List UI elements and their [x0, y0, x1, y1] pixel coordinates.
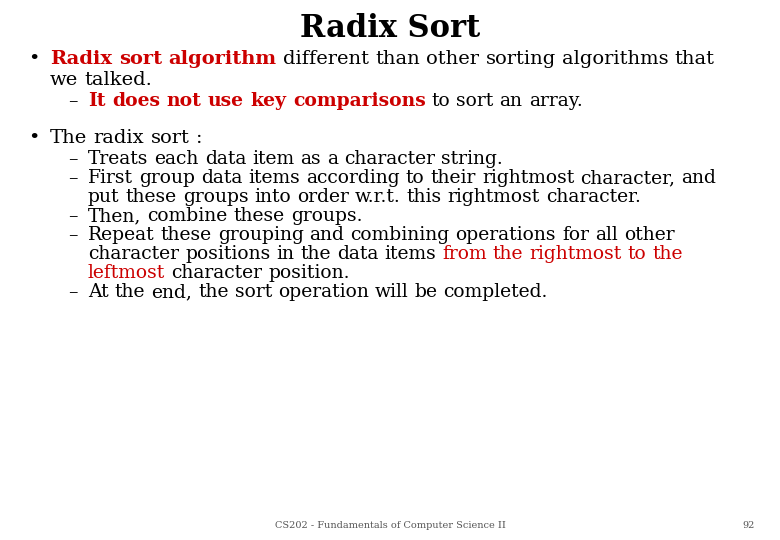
Text: operation: operation	[278, 283, 369, 301]
Text: •: •	[28, 129, 39, 147]
Text: groups: groups	[183, 188, 248, 206]
Text: •: •	[28, 50, 39, 68]
Text: key: key	[250, 92, 286, 110]
Text: and: and	[681, 169, 716, 187]
Text: to: to	[431, 92, 450, 110]
Text: into: into	[254, 188, 291, 206]
Text: different: different	[283, 50, 369, 68]
Text: 92: 92	[743, 521, 755, 530]
Text: –: –	[68, 283, 77, 301]
Text: these: these	[126, 188, 176, 206]
Text: sort: sort	[151, 129, 190, 147]
Text: each: each	[154, 150, 199, 168]
Text: will: will	[374, 283, 409, 301]
Text: –: –	[68, 207, 77, 225]
Text: algorithm: algorithm	[168, 50, 277, 68]
Text: rightmost: rightmost	[448, 188, 540, 206]
Text: to: to	[406, 169, 424, 187]
Text: rightmost: rightmost	[482, 169, 574, 187]
Text: radix: radix	[94, 129, 144, 147]
Text: position.: position.	[268, 264, 349, 282]
Text: character,: character,	[580, 169, 675, 187]
Text: character.: character.	[546, 188, 641, 206]
Text: data: data	[204, 150, 246, 168]
Text: end,: end,	[151, 283, 192, 301]
Text: It: It	[88, 92, 105, 110]
Text: Radix: Radix	[50, 50, 112, 68]
Text: grouping: grouping	[218, 226, 303, 244]
Text: sort: sort	[235, 283, 271, 301]
Text: operations: operations	[456, 226, 556, 244]
Text: use: use	[208, 92, 244, 110]
Text: other: other	[624, 226, 675, 244]
Text: data: data	[201, 169, 243, 187]
Text: rightmost: rightmost	[529, 245, 621, 263]
Text: sorting: sorting	[485, 50, 555, 68]
Text: in: in	[276, 245, 294, 263]
Text: these: these	[161, 226, 211, 244]
Text: not: not	[166, 92, 201, 110]
Text: First: First	[88, 169, 133, 187]
Text: does: does	[112, 92, 160, 110]
Text: other: other	[426, 50, 479, 68]
Text: combine: combine	[147, 207, 228, 225]
Text: the: the	[198, 283, 229, 301]
Text: according: according	[306, 169, 399, 187]
Text: that: that	[675, 50, 715, 68]
Text: all: all	[595, 226, 618, 244]
Text: sort: sort	[456, 92, 494, 110]
Text: character: character	[88, 245, 179, 263]
Text: and: and	[310, 226, 345, 244]
Text: –: –	[68, 92, 77, 110]
Text: the: the	[300, 245, 331, 263]
Text: a: a	[327, 150, 338, 168]
Text: character: character	[344, 150, 435, 168]
Text: this: this	[406, 188, 441, 206]
Text: than: than	[375, 50, 420, 68]
Text: the: the	[115, 283, 145, 301]
Text: –: –	[68, 150, 77, 168]
Text: for: for	[562, 226, 589, 244]
Text: these: these	[234, 207, 285, 225]
Text: talked.: talked.	[84, 71, 152, 89]
Text: :: :	[196, 129, 202, 147]
Text: from: from	[442, 245, 487, 263]
Text: be: be	[414, 283, 438, 301]
Text: sort: sort	[119, 50, 162, 68]
Text: w.r.t.: w.r.t.	[355, 188, 401, 206]
Text: algorithms: algorithms	[562, 50, 668, 68]
Text: their: their	[431, 169, 476, 187]
Text: The: The	[50, 129, 87, 147]
Text: order: order	[297, 188, 349, 206]
Text: combining: combining	[350, 226, 449, 244]
Text: we: we	[50, 71, 78, 89]
Text: data: data	[337, 245, 378, 263]
Text: items: items	[248, 169, 300, 187]
Text: comparisons: comparisons	[292, 92, 426, 110]
Text: Repeat: Repeat	[88, 226, 154, 244]
Text: Then,: Then,	[88, 207, 141, 225]
Text: put: put	[88, 188, 119, 206]
Text: the: the	[652, 245, 682, 263]
Text: leftmost: leftmost	[88, 264, 165, 282]
Text: group: group	[139, 169, 195, 187]
Text: item: item	[252, 150, 294, 168]
Text: an: an	[500, 92, 523, 110]
Text: groups.: groups.	[291, 207, 362, 225]
Text: completed.: completed.	[443, 283, 548, 301]
Text: –: –	[68, 226, 77, 244]
Text: the: the	[492, 245, 523, 263]
Text: Radix Sort: Radix Sort	[300, 13, 480, 44]
Text: –: –	[68, 169, 77, 187]
Text: string.: string.	[441, 150, 502, 168]
Text: as: as	[300, 150, 321, 168]
Text: At: At	[88, 283, 108, 301]
Text: Treats: Treats	[88, 150, 148, 168]
Text: array.: array.	[529, 92, 583, 110]
Text: character: character	[172, 264, 262, 282]
Text: CS202 - Fundamentals of Computer Science II: CS202 - Fundamentals of Computer Science…	[275, 521, 505, 530]
Text: items: items	[384, 245, 436, 263]
Text: positions: positions	[185, 245, 270, 263]
Text: to: to	[627, 245, 646, 263]
